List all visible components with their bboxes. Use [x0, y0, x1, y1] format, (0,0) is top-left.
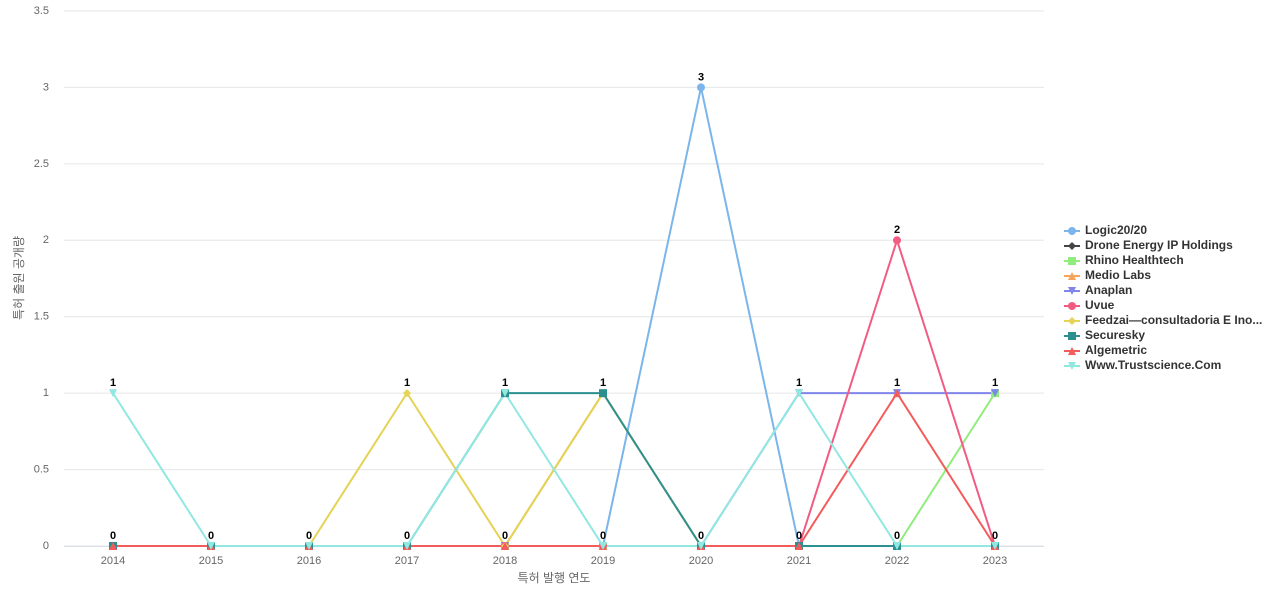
x-tick-label: 2014 — [101, 555, 125, 567]
point-marker — [991, 542, 999, 550]
x-tick-label: 2023 — [983, 555, 1007, 567]
y-tick-label: 0.5 — [34, 463, 49, 475]
data-label: 0 — [208, 530, 214, 542]
point-marker — [893, 389, 901, 398]
point-marker — [795, 542, 803, 550]
legend-label: Medio Labs — [1085, 268, 1151, 282]
point-marker — [697, 542, 705, 550]
data-label: 0 — [404, 530, 410, 542]
data-label: 0 — [894, 530, 900, 542]
x-tick-label: 2017 — [395, 555, 419, 567]
legend-marker — [1068, 242, 1076, 250]
legend-label: Rhino Healthtech — [1085, 253, 1184, 267]
data-label: 0 — [110, 530, 116, 542]
legend-marker — [1068, 257, 1076, 265]
data-label: 1 — [404, 377, 410, 389]
point-marker — [697, 83, 705, 92]
data-label: 1 — [110, 377, 116, 389]
y-tick-label: 2 — [43, 234, 49, 246]
y-tick-label: 1.5 — [34, 311, 49, 323]
x-tick-label: 2020 — [689, 555, 713, 567]
point-marker — [501, 542, 509, 550]
x-tick-label: 2022 — [885, 555, 909, 567]
point-marker — [991, 389, 999, 398]
y-axis-title: 특허 출원 공개량 — [12, 236, 26, 320]
legend-label: Www.Trustscience.Com — [1085, 358, 1221, 372]
data-label: 1 — [502, 377, 508, 389]
point-marker — [305, 542, 313, 550]
x-tick-label: 2018 — [493, 555, 517, 567]
point-marker — [599, 542, 607, 550]
y-tick-label: 2.5 — [34, 158, 49, 170]
x-tick-label: 2021 — [787, 555, 811, 567]
data-label: 1 — [894, 377, 900, 389]
point-marker — [501, 389, 509, 398]
point-marker — [403, 389, 411, 398]
data-label: 0 — [600, 530, 606, 542]
legend-label: Logic20/20 — [1085, 223, 1147, 237]
legend-marker — [1068, 272, 1076, 280]
data-label: 1 — [796, 377, 802, 389]
point-marker — [109, 389, 117, 398]
data-label: 0 — [992, 530, 998, 542]
legend-marker — [1068, 332, 1076, 340]
point-marker — [795, 389, 803, 398]
legend-marker — [1068, 227, 1076, 235]
data-label: 2 — [894, 224, 900, 236]
data-label: 0 — [306, 530, 312, 542]
data-label: 0 — [796, 530, 802, 542]
point-marker — [207, 542, 215, 550]
legend-marker — [1068, 362, 1076, 370]
data-label: 1 — [600, 377, 606, 389]
point-marker — [893, 236, 901, 245]
y-tick-label: 1 — [43, 387, 49, 399]
y-tick-label: 0 — [43, 540, 49, 552]
legend-label: Feedzai—consultadoria E Ino... — [1085, 313, 1262, 327]
data-label: 3 — [698, 71, 704, 83]
legend-label: Securesky — [1085, 328, 1145, 342]
y-tick-label: 3.5 — [34, 5, 49, 17]
legend-label: Uvue — [1085, 298, 1115, 312]
point-marker — [599, 389, 607, 398]
legend-marker — [1068, 287, 1076, 295]
legend-marker — [1068, 302, 1076, 310]
legend-marker — [1068, 317, 1076, 325]
legend-label: Algemetric — [1085, 343, 1147, 357]
x-tick-label: 2015 — [199, 555, 223, 567]
legend-label: Drone Energy IP Holdings — [1085, 238, 1233, 252]
x-axis-title: 특허 발행 연도 — [518, 570, 591, 585]
series-line — [112, 391, 995, 547]
legend-label: Anaplan — [1085, 283, 1132, 297]
y-tick-label: 3 — [43, 81, 49, 93]
data-label: 1 — [992, 377, 998, 389]
point-marker — [109, 542, 117, 550]
point-marker — [893, 542, 901, 550]
x-tick-label: 2019 — [591, 555, 615, 567]
legend-marker — [1068, 347, 1076, 355]
x-tick-label: 2016 — [297, 555, 321, 567]
point-marker — [403, 542, 411, 550]
data-label: 0 — [502, 530, 508, 542]
data-label: 0 — [698, 530, 704, 542]
